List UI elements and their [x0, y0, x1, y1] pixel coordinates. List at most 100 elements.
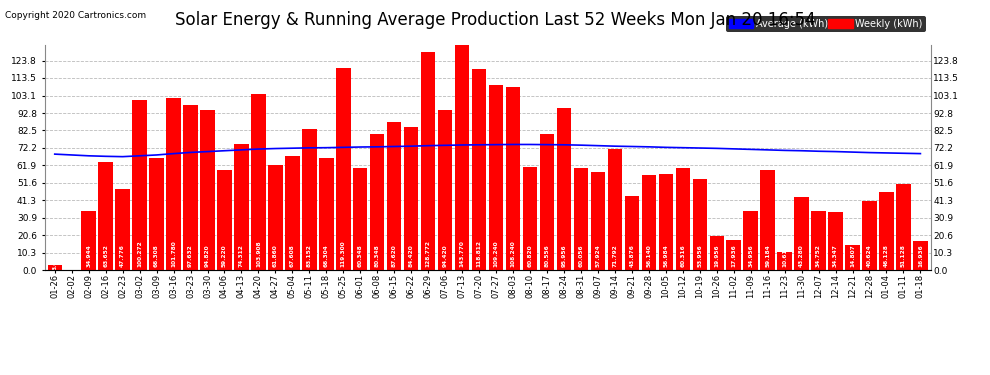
Text: 43.280: 43.280: [799, 245, 804, 267]
Bar: [370, 134, 384, 270]
Bar: [845, 245, 859, 270]
Text: 40.624: 40.624: [867, 245, 872, 267]
Bar: [166, 98, 181, 270]
Bar: [896, 183, 911, 270]
Bar: [812, 211, 826, 270]
Bar: [591, 172, 605, 270]
Bar: [760, 170, 775, 270]
Text: 66.304: 66.304: [324, 245, 329, 267]
Text: 34.752: 34.752: [816, 244, 821, 267]
Bar: [862, 201, 877, 270]
Text: 94.420: 94.420: [443, 245, 447, 267]
Bar: [302, 129, 317, 270]
Legend: Average (kWh), Weekly (kWh): Average (kWh), Weekly (kWh): [726, 16, 926, 32]
Bar: [727, 240, 741, 270]
Text: 34.956: 34.956: [748, 245, 753, 267]
Bar: [217, 170, 232, 270]
Text: 3.012: 3.012: [52, 251, 57, 270]
Bar: [98, 162, 113, 270]
Text: 97.632: 97.632: [188, 245, 193, 267]
Text: 87.620: 87.620: [392, 245, 397, 267]
Bar: [251, 94, 265, 270]
Text: 80.348: 80.348: [375, 245, 380, 267]
Bar: [574, 168, 588, 270]
Text: 109.240: 109.240: [494, 241, 499, 267]
Bar: [879, 192, 894, 270]
Text: 60.820: 60.820: [528, 245, 533, 267]
Text: 61.860: 61.860: [273, 245, 278, 267]
Bar: [183, 105, 198, 270]
Text: 51.128: 51.128: [901, 244, 906, 267]
Text: 14.807: 14.807: [850, 245, 855, 267]
Bar: [404, 127, 419, 270]
Text: 108.240: 108.240: [511, 241, 516, 267]
Text: 34.347: 34.347: [833, 244, 839, 267]
Bar: [608, 148, 622, 270]
Text: 94.820: 94.820: [205, 245, 210, 267]
Text: 103.908: 103.908: [256, 241, 261, 267]
Bar: [710, 236, 724, 270]
Text: 47.776: 47.776: [120, 244, 125, 267]
Bar: [353, 168, 367, 270]
Bar: [625, 196, 640, 270]
Text: 17.936: 17.936: [732, 245, 737, 267]
Bar: [540, 134, 554, 270]
Bar: [336, 68, 350, 270]
Bar: [472, 69, 486, 270]
Text: Solar Energy & Running Average Production Last 52 Weeks Mon Jan 20 16:54: Solar Energy & Running Average Productio…: [174, 11, 816, 29]
Text: 119.300: 119.300: [341, 241, 346, 267]
Text: 56.140: 56.140: [646, 245, 651, 267]
Bar: [200, 110, 215, 270]
Text: 56.984: 56.984: [663, 245, 668, 267]
Text: 60.316: 60.316: [680, 245, 685, 267]
Bar: [387, 122, 401, 270]
Bar: [794, 197, 809, 270]
Text: 71.792: 71.792: [613, 245, 618, 267]
Text: 43.876: 43.876: [630, 244, 635, 267]
Text: 60.348: 60.348: [357, 245, 362, 267]
Text: 95.956: 95.956: [561, 245, 566, 267]
Bar: [319, 158, 334, 270]
Text: 83.152: 83.152: [307, 244, 312, 267]
Text: 34.944: 34.944: [86, 245, 91, 267]
Text: Copyright 2020 Cartronics.com: Copyright 2020 Cartronics.com: [5, 11, 147, 20]
Bar: [777, 252, 792, 270]
Bar: [438, 110, 452, 270]
Text: 57.924: 57.924: [595, 245, 600, 267]
Bar: [149, 158, 163, 270]
Bar: [829, 212, 842, 270]
Bar: [556, 108, 571, 270]
Text: 80.556: 80.556: [544, 245, 549, 267]
Text: 118.812: 118.812: [476, 240, 481, 267]
Text: 46.128: 46.128: [884, 244, 889, 267]
Text: 74.312: 74.312: [239, 244, 244, 267]
Text: 63.652: 63.652: [103, 244, 108, 267]
Bar: [523, 167, 538, 270]
Bar: [489, 85, 503, 270]
Bar: [133, 100, 147, 270]
Bar: [81, 211, 96, 270]
Bar: [693, 179, 707, 270]
Bar: [658, 174, 673, 270]
Bar: [235, 144, 248, 270]
Bar: [48, 265, 62, 270]
Bar: [421, 52, 436, 270]
Bar: [454, 27, 469, 270]
Text: 128.772: 128.772: [426, 240, 431, 267]
Bar: [913, 242, 928, 270]
Text: 10.612: 10.612: [782, 245, 787, 267]
Text: 59.220: 59.220: [222, 245, 227, 267]
Text: 84.420: 84.420: [409, 245, 414, 267]
Bar: [268, 165, 282, 270]
Text: 143.770: 143.770: [459, 241, 464, 267]
Text: 101.780: 101.780: [171, 241, 176, 267]
Text: 53.956: 53.956: [697, 245, 702, 267]
Text: 60.056: 60.056: [578, 245, 583, 267]
Text: 100.272: 100.272: [137, 241, 143, 267]
Bar: [116, 189, 130, 270]
Text: 66.308: 66.308: [154, 245, 159, 267]
Bar: [743, 211, 758, 270]
Text: 16.936: 16.936: [918, 245, 923, 267]
Text: 67.608: 67.608: [290, 245, 295, 267]
Bar: [285, 156, 300, 270]
